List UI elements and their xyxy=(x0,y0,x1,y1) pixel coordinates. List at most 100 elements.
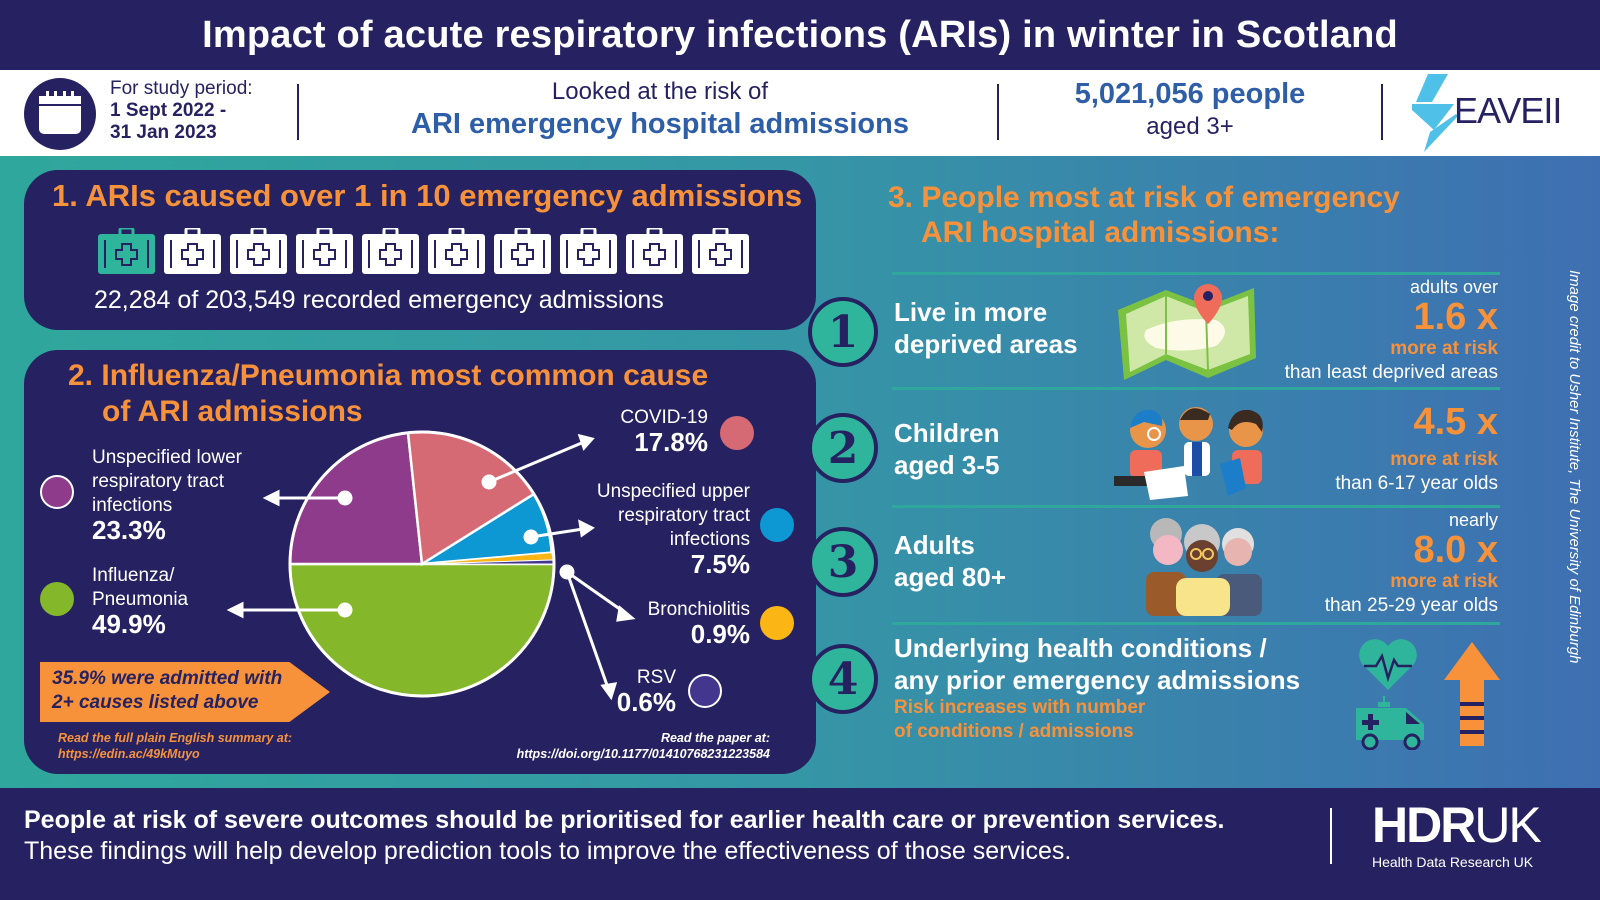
population-block: 5,021,056 people aged 3+ xyxy=(1010,78,1370,141)
stat-value: 4.5 x xyxy=(1413,401,1498,443)
footer: People at risk of severe outcomes should… xyxy=(0,788,1600,900)
title-line: aged 80+ xyxy=(894,562,1007,592)
stat-more: more at risk xyxy=(1390,571,1498,592)
paper-url-link[interactable]: https://doi.org/10.1177/0141076823122358… xyxy=(516,747,770,761)
population-count: 5,021,056 people xyxy=(1074,78,1306,110)
label-line: respiratory tract xyxy=(92,471,224,492)
subtitle-line: Risk increases with number xyxy=(894,697,1146,718)
label-influenza: Influenza/ Pneumonia 49.9% xyxy=(92,564,188,639)
medical-kit-icon xyxy=(362,226,419,274)
summary-link-block: Read the full plain English summary at: … xyxy=(58,730,292,762)
medical-kit-icon xyxy=(692,226,749,274)
pie-chart xyxy=(226,430,636,701)
paper-label: Read the paper at: xyxy=(660,731,770,745)
population-age: aged 3+ xyxy=(1146,113,1234,140)
label-covid: COVID-19 17.8% xyxy=(560,406,708,457)
pct-rsv: 0.6% xyxy=(616,687,676,717)
period-label: For study period: xyxy=(110,78,253,99)
medical-kit-icon xyxy=(560,226,617,274)
eave-logo: EAVEII xyxy=(1410,74,1570,154)
hdruk-logo-bold: HDR xyxy=(1372,797,1476,853)
page-title: Impact of acute respiratory infections (… xyxy=(202,13,1398,56)
title-line: Children xyxy=(894,418,1000,448)
arrow-up-icon xyxy=(1444,642,1500,746)
looked-at-label: Looked at the risk of xyxy=(551,78,769,105)
risk-row-3-title: Adults aged 80+ xyxy=(894,529,1006,593)
legend-dot-bronchiolitis xyxy=(760,606,794,640)
footer-message: These findings will help develop predict… xyxy=(24,837,1072,865)
ambulance-icon xyxy=(1356,696,1424,750)
period-start: 1 Sept 2022 - xyxy=(110,100,227,121)
row-divider xyxy=(892,272,1500,275)
section-1-panel: 1. ARIs caused over 1 in 10 emergency ad… xyxy=(24,170,816,330)
callout-line1: 35.9% were admitted with xyxy=(52,668,283,689)
pct-influenza: 49.9% xyxy=(92,609,166,639)
pct-upper-rti: 7.5% xyxy=(690,549,750,579)
image-credit: Image credit to Usher Institute, The Uni… xyxy=(1566,270,1583,664)
summary-label: Read the full plain English summary at: xyxy=(58,731,293,745)
stat-more: more at risk xyxy=(1390,449,1498,470)
stat-pre: nearly xyxy=(1448,510,1498,530)
title-bar: Impact of acute respiratory infections (… xyxy=(0,0,1600,70)
elderly-illustration xyxy=(1146,518,1262,616)
label-line: COVID-19 xyxy=(620,407,708,428)
label-rsv: RSV 0.6% xyxy=(580,666,676,717)
label-line: Influenza/ xyxy=(92,565,175,586)
title-line: Underlying health conditions / xyxy=(894,633,1267,663)
risk-row-2-stat: 4.5 x more at risk than 6-17 year olds xyxy=(1335,402,1498,496)
row-divider xyxy=(892,505,1500,508)
section-2-heading-line1: 2. Influenza/Pneumonia most common cause xyxy=(68,359,709,392)
divider xyxy=(1381,84,1383,140)
pct-bronchiolitis: 0.9% xyxy=(690,619,750,649)
number-badge-3: 3 xyxy=(808,527,878,597)
title-line: Live in more xyxy=(894,297,1048,327)
info-bar: For study period: 1 Sept 2022 - 31 Jan 2… xyxy=(0,70,1600,156)
pct-covid: 17.8% xyxy=(634,427,708,457)
title-line: any prior emergency admissions xyxy=(894,665,1301,695)
medical-kit-icon-highlighted xyxy=(98,226,155,274)
medical-kit-icon xyxy=(626,226,683,274)
section-3-heading-line2: ARI hospital admissions: xyxy=(921,216,1280,249)
hdruk-logo-subtitle: Health Data Research UK xyxy=(1372,854,1534,870)
multi-cause-callout: 35.9% were admitted with 2+ causes liste… xyxy=(40,662,330,722)
stat-value: 1.6 x xyxy=(1413,296,1498,338)
paper-link-block: Read the paper at: https://doi.org/10.11… xyxy=(440,730,770,762)
medical-kit-icon xyxy=(164,226,221,274)
row-divider xyxy=(892,387,1500,390)
number-badge-4: 4 xyxy=(808,644,878,714)
outcome-label: ARI emergency hospital admissions xyxy=(411,108,909,140)
label-line: Unspecified lower xyxy=(92,447,242,468)
risk-row-1-stat: adults over 1.6 x more at risk than leas… xyxy=(1285,277,1498,385)
outcome-block: Looked at the risk of ARI emergency hosp… xyxy=(380,78,940,141)
number-badge-2: 2 xyxy=(808,413,878,483)
section-2-heading: 2. Influenza/Pneumonia most common cause… xyxy=(68,358,708,430)
legend-dot-influenza xyxy=(40,582,74,616)
admissions-caption: 22,284 of 203,549 recorded emergency adm… xyxy=(94,286,664,314)
callout-line2: 2+ causes listed above xyxy=(52,692,259,713)
number-badge-1: 1 xyxy=(808,297,878,367)
summary-url-link[interactable]: https://edin.ac/49kMuyo xyxy=(58,747,200,761)
footer-key-message: People at risk of severe outcomes should… xyxy=(24,806,1225,834)
eave-logo-text: EAVEII xyxy=(1454,90,1562,131)
label-line: Unspecified upper xyxy=(596,481,750,502)
stat-pre: adults over xyxy=(1409,277,1498,297)
label-line: infections xyxy=(92,495,173,516)
label-bronchiolitis: Bronchiolitis 0.9% xyxy=(600,598,750,649)
legend-dot-rsv xyxy=(688,674,722,708)
row-divider xyxy=(892,622,1500,625)
calendar-icon xyxy=(24,78,96,150)
section-2-heading-line2: of ARI admissions xyxy=(102,395,363,428)
title-line: Adults xyxy=(894,530,975,560)
section-3-heading-line1: 3. People most at risk of emergency xyxy=(888,181,1400,214)
children-illustration xyxy=(1114,407,1263,500)
hdruk-logo: HDRUK Health Data Research UK xyxy=(1372,797,1542,870)
stat-than: than 6-17 year olds xyxy=(1335,473,1498,494)
subtitle-line: of conditions / admissions xyxy=(894,721,1134,742)
hdruk-logo-light: UK xyxy=(1474,797,1541,853)
stat-more: more at risk xyxy=(1390,338,1498,359)
medical-kit-icon xyxy=(230,226,287,274)
study-period: For study period: 1 Sept 2022 - 31 Jan 2… xyxy=(110,78,253,144)
title-line: aged 3-5 xyxy=(894,450,1000,480)
map-pin-icon xyxy=(1118,284,1256,380)
risk-row-1-title: Live in more deprived areas xyxy=(894,296,1078,360)
